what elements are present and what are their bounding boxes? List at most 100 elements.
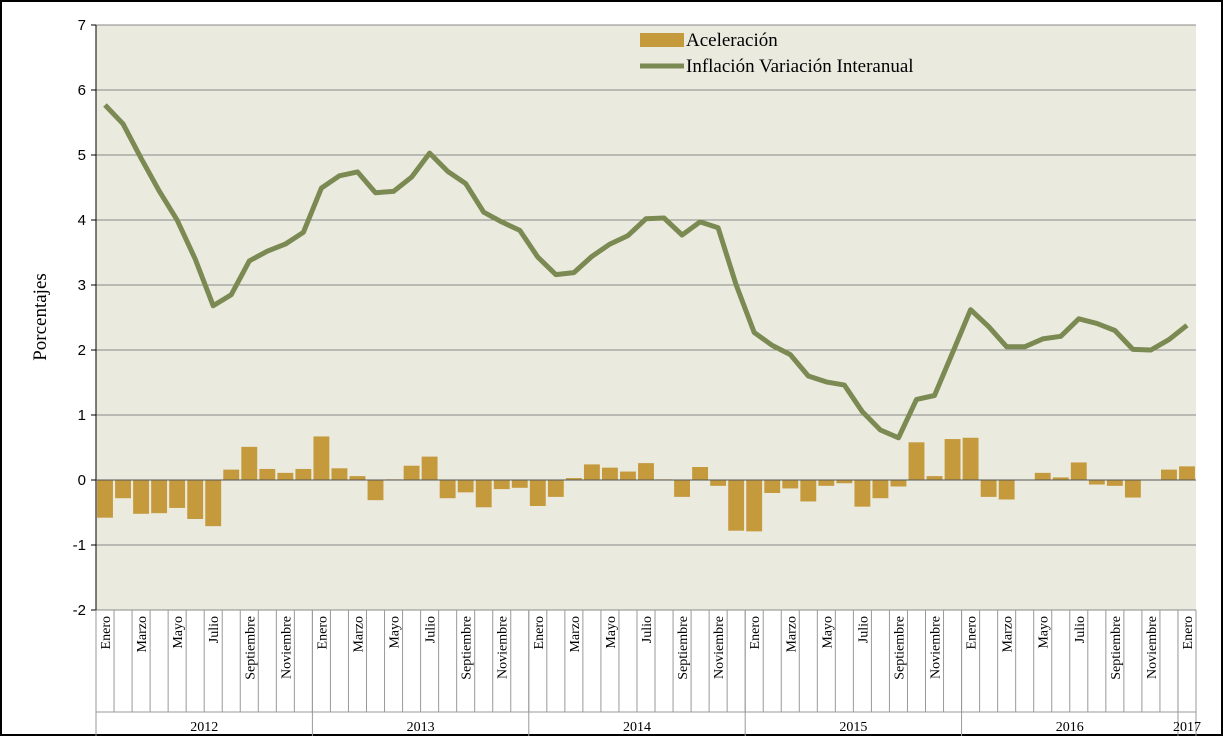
x-tick-label: Mayo (171, 616, 186, 649)
x-tick-label: Septiembre (243, 616, 258, 680)
y-tick-label: 0 (78, 472, 86, 489)
x-tick-label: Mayo (1037, 616, 1052, 649)
x-tick-label: Noviembre (1145, 616, 1160, 679)
x-tick-label: Noviembre (496, 616, 511, 679)
bar (169, 480, 186, 508)
bar (493, 480, 510, 490)
bar (764, 480, 781, 493)
bar (241, 446, 258, 480)
x-tick-label: Mayo (388, 616, 403, 649)
x-tick-label: Enero (315, 616, 330, 649)
bar (313, 436, 330, 480)
bar (349, 476, 366, 480)
bar (367, 480, 384, 501)
x-tick-label: Julio (207, 616, 222, 643)
bar (529, 480, 546, 506)
x-tick-label: Marzo (784, 616, 799, 653)
bar (295, 468, 312, 480)
bar (620, 471, 636, 480)
y-tick-label: 6 (78, 82, 86, 99)
year-label: 2016 (1056, 720, 1084, 735)
plot-area (96, 25, 1196, 610)
bar (1106, 480, 1123, 486)
x-tick-label: Marzo (351, 616, 366, 653)
bar (854, 480, 871, 507)
year-label: 2013 (407, 720, 435, 735)
bar (1052, 477, 1069, 480)
x-tick-label: Mayo (604, 616, 619, 649)
year-label: 2012 (190, 720, 218, 735)
x-tick-label: Noviembre (279, 616, 294, 679)
bar (962, 437, 979, 480)
bar (583, 464, 600, 480)
bar (565, 478, 582, 480)
x-tick-label: Julio (856, 616, 871, 643)
bar (872, 480, 889, 499)
x-tick-label: Septiembre (892, 616, 907, 680)
x-tick-label: Septiembre (676, 616, 691, 680)
bar (277, 472, 294, 480)
y-tick-label: 7 (78, 17, 86, 34)
y-tick-label: -2 (73, 602, 86, 619)
x-tick-label: Marzo (568, 616, 583, 653)
bar (511, 480, 528, 488)
bar (890, 480, 907, 487)
x-tick-label: Enero (748, 616, 763, 649)
legend-swatch (640, 33, 684, 47)
bar (547, 480, 564, 497)
bar (133, 480, 150, 514)
bar (1161, 469, 1177, 480)
x-tick-label: Noviembre (929, 616, 944, 679)
bar (205, 480, 222, 527)
x-tick-label: Marzo (1001, 616, 1016, 653)
bar (1034, 472, 1051, 480)
x-tick-label: Enero (965, 616, 980, 649)
bar (1124, 480, 1141, 498)
y-tick-label: 3 (78, 277, 86, 294)
y-tick-label: 1 (78, 407, 86, 424)
bar (115, 480, 131, 499)
year-label: 2017 (1173, 720, 1201, 735)
x-tick-label: Mayo (820, 616, 835, 649)
year-label: 2015 (839, 720, 867, 735)
bar (475, 480, 492, 508)
bar (980, 480, 997, 497)
bar (818, 480, 835, 486)
bar (782, 480, 799, 489)
bar (187, 480, 204, 519)
bar (638, 463, 654, 480)
y-axis-label: Porcentajes (30, 273, 51, 361)
bar (1088, 480, 1105, 485)
x-tick-label: Septiembre (1109, 616, 1124, 680)
x-tick-label: Enero (99, 616, 114, 649)
x-tick-label: Septiembre (460, 616, 475, 680)
legend-label: Aceleración (686, 30, 778, 51)
line (103, 103, 1189, 441)
bar (836, 480, 853, 484)
bar (421, 456, 438, 480)
y-tick-label: 4 (78, 212, 86, 229)
bar (908, 442, 925, 480)
y-tick-label: 5 (78, 147, 86, 164)
bar (439, 480, 456, 499)
x-tick-label: Julio (1073, 616, 1088, 643)
bar (692, 467, 709, 480)
x-tick-label: Enero (532, 616, 547, 649)
bar (674, 480, 690, 497)
bar (602, 467, 618, 480)
x-tick-label: Julio (640, 616, 655, 643)
bar (800, 480, 817, 502)
bar (710, 480, 727, 486)
bar (746, 480, 763, 532)
bar (1179, 466, 1195, 480)
bar (728, 480, 745, 531)
x-tick-label: Noviembre (712, 616, 727, 679)
year-label: 2014 (623, 720, 651, 735)
bar (926, 476, 943, 480)
bar (151, 480, 168, 514)
x-tick-label: Julio (424, 616, 439, 643)
bar (331, 468, 348, 480)
y-tick-label: 2 (78, 342, 86, 359)
